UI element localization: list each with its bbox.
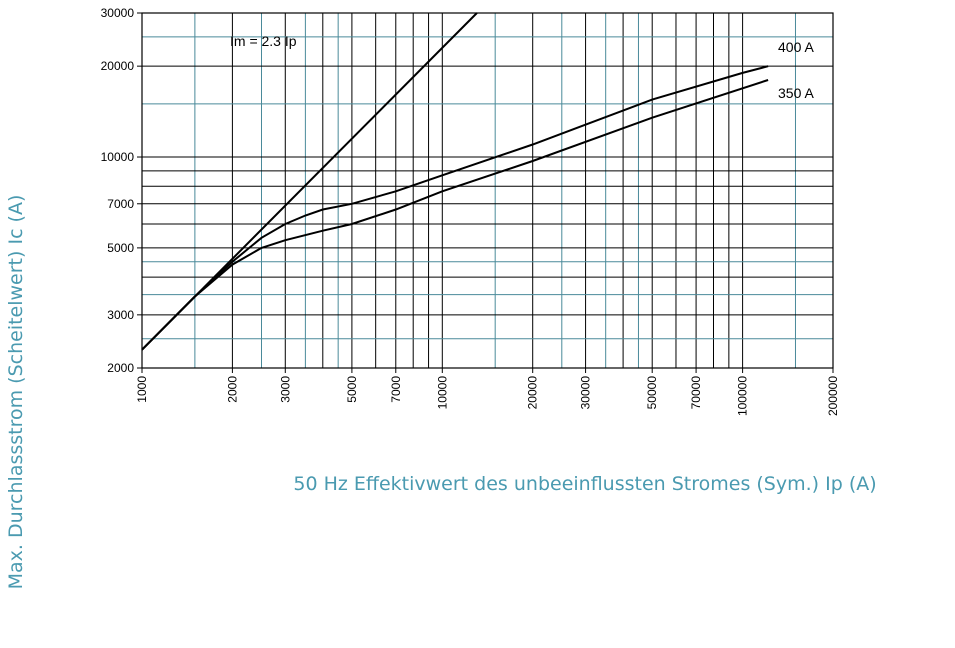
- x-tick-label: 30000: [579, 376, 593, 410]
- y-tick-label: 7000: [107, 197, 134, 211]
- x-tick-label: 3000: [278, 376, 292, 403]
- series-line: [141, 65, 769, 351]
- x-tick-label: 2000: [225, 376, 239, 403]
- y-tick-label: 2000: [107, 361, 134, 375]
- series-line: [141, 79, 769, 351]
- x-tick-label: 1000: [135, 376, 149, 403]
- y-tick-label: 5000: [107, 241, 134, 255]
- x-tick-label: 70000: [689, 376, 703, 410]
- series-label: Im = 2.3 Ip: [230, 33, 297, 49]
- series-label: 350 A: [778, 85, 814, 101]
- x-tick-label: 10000: [435, 376, 449, 410]
- y-tick-label: 30000: [101, 6, 135, 20]
- series-label: 400 A: [778, 39, 814, 55]
- y-tick-label: 20000: [101, 59, 135, 73]
- x-tick-label: 200000: [826, 376, 840, 416]
- x-tick-label: 100000: [736, 376, 750, 416]
- plot-frame: [141, 12, 834, 369]
- x-tick-label: 7000: [389, 376, 403, 403]
- x-axis-label: 50 Hz Effektivwert des unbeeinflussten S…: [293, 473, 876, 495]
- y-tick-label: 10000: [101, 150, 135, 164]
- x-tick-label: 50000: [645, 376, 659, 410]
- y-tick-label: 3000: [107, 308, 134, 322]
- x-tick-label: 5000: [345, 376, 359, 403]
- y-axis-label: Max. Durchlassstrom (Scheitelwert) Ic (A…: [5, 195, 27, 590]
- x-tick-label: 20000: [526, 376, 540, 410]
